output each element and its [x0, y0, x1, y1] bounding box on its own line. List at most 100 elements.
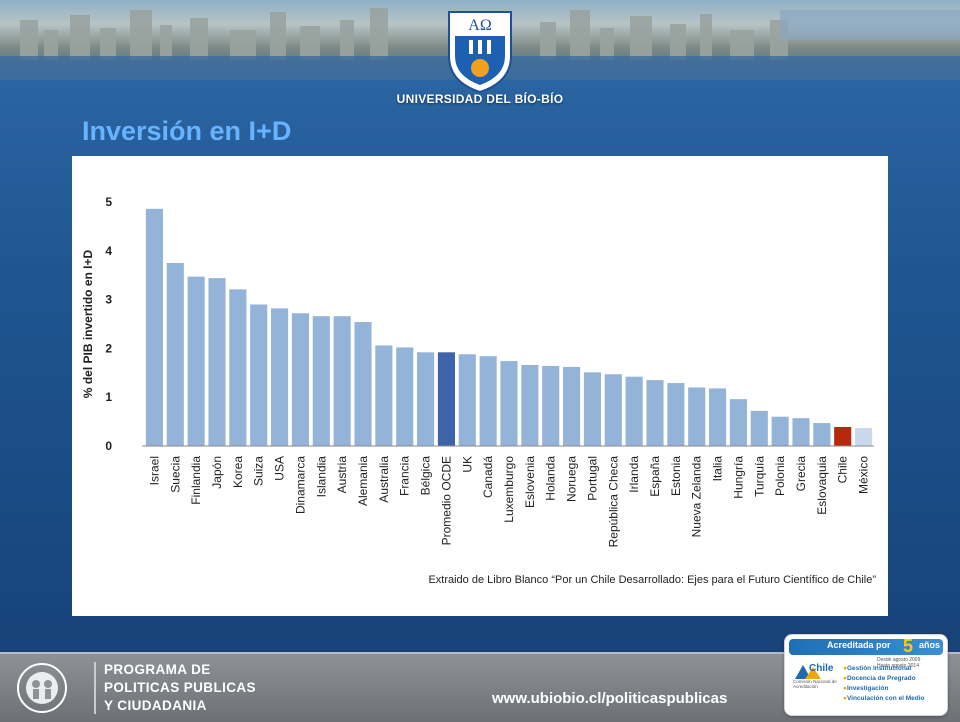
university-name: UNIVERSIDAD DEL BÍO-BÍO [396, 92, 564, 106]
logo-monogram: AΩ [468, 17, 492, 34]
slide-title: Inversión en I+D [82, 116, 292, 146]
program-name-line-3: Y CIUDADANIA [104, 698, 207, 713]
bar-uk [458, 354, 476, 446]
accreditation-header [789, 639, 943, 655]
x-tick-label: Austria [335, 456, 349, 494]
bar-japón [208, 278, 226, 446]
x-tick-label: UK [460, 456, 474, 473]
cna-brand: Chile [809, 663, 834, 674]
bar-turquía [750, 410, 768, 446]
bar-república-checa [604, 374, 622, 446]
bar-eslovenia [521, 364, 539, 446]
x-tick-label: Luxemburgo [502, 456, 516, 523]
city-skyline-image [0, 8, 960, 80]
bar-suecia [166, 263, 184, 446]
cna-subtitle: Comisión Nacional de Acreditación [793, 679, 837, 689]
y-axis-title: % del PIB invertido en I+D [81, 249, 95, 398]
accreditation-item-2: Docencia de Pregrado [843, 675, 916, 682]
bar-australia [375, 345, 393, 446]
bar-dinamarca [291, 313, 309, 446]
y-tick-label: 2 [105, 341, 112, 355]
bar-promedio-ocde [437, 352, 455, 446]
accreditation-badge: Acreditada por 5 años Desde agosto 2009 … [784, 634, 948, 716]
x-tick-label: Islandia [314, 456, 328, 498]
accreditation-item-1: Gestión Institucional [843, 665, 911, 672]
y-tick-label: 1 [105, 390, 112, 404]
bar-usa [271, 308, 289, 446]
bar-chile [834, 426, 852, 446]
program-seal-logo [17, 663, 67, 713]
x-tick-label: Irlanda [627, 456, 641, 493]
x-tick-label: Australia [377, 456, 391, 503]
accreditation-title: Acreditada por [827, 640, 891, 650]
x-tick-label: Israel [147, 456, 161, 485]
x-tick-label: Japón [210, 456, 224, 489]
bar-korea [229, 289, 247, 446]
x-tick-label: Bélgica [419, 456, 433, 496]
bar-portugal [583, 372, 601, 446]
x-tick-label: Promedio OCDE [439, 456, 453, 545]
footer-url-link[interactable]: www.ubiobio.cl/politicaspublicas [492, 690, 728, 707]
source-note: Extraido de Libro Blanco “Por un Chile D… [428, 574, 876, 586]
bar-irlanda [625, 376, 643, 446]
bar-polonia [771, 416, 789, 446]
x-tick-label: USA [273, 456, 287, 481]
footer-divider [94, 662, 96, 714]
x-tick-label: Nueva Zelanda [690, 456, 704, 538]
bar-españa [646, 380, 664, 446]
accreditation-item-3: Investigación [843, 685, 889, 692]
bar-estonia [667, 383, 685, 446]
bar-méxico [855, 427, 873, 446]
x-tick-label: Polonia [773, 456, 787, 496]
y-tick-label: 3 [105, 293, 112, 307]
bar-francia [396, 347, 414, 446]
footer: PROGRAMA DE POLITICAS PUBLICAS Y CIUDADA… [0, 634, 960, 722]
chart-panel: % del PIB invertido en I+D 0 1 2 3 4 5 Israel… [72, 156, 888, 616]
bar-grecia [792, 418, 810, 446]
bar-suiza [250, 304, 268, 446]
bar-israel [145, 208, 163, 446]
x-tick-label: Eslovenia [523, 456, 537, 508]
x-tick-label: Hungría [731, 456, 745, 499]
bar-italia [709, 388, 727, 446]
x-tick-label: Noruega [565, 456, 579, 502]
program-name-line-1: PROGRAMA DE [104, 662, 211, 677]
x-tick-label: Turquía [752, 456, 766, 497]
x-tick-label: Chile [836, 456, 850, 484]
x-tick-label: Canadá [481, 456, 495, 498]
x-tick-label: Suecia [168, 456, 182, 493]
x-tick-label: Dinamarca [293, 456, 307, 514]
x-tick-label: Holanda [544, 456, 558, 501]
x-tick-label: México [857, 456, 871, 494]
bar-noruega [563, 366, 581, 446]
x-tick-label: Eslovaquia [815, 456, 829, 515]
y-tick-label: 4 [105, 244, 112, 258]
accreditation-date-from: Desde agosto 2009 [877, 657, 921, 663]
bar-hungría [729, 399, 747, 446]
accreditation-years-unit: años [919, 640, 941, 650]
y-tick-label: 5 [105, 195, 112, 209]
x-tick-label: Suiza [252, 456, 266, 486]
x-tick-label: Korea [231, 456, 245, 488]
x-tick-label: España [648, 456, 662, 497]
bar-luxemburgo [500, 361, 518, 446]
bar-austria [333, 316, 351, 446]
x-tick-label: Grecia [794, 456, 808, 492]
x-tick-label: República Checa [606, 456, 620, 548]
x-tick-label: Italia [711, 456, 725, 482]
bar-nueva-zelanda [688, 387, 706, 446]
x-tick-label: Estonia [669, 456, 683, 496]
bar-eslovaquia [813, 423, 831, 446]
bar-alemania [354, 322, 372, 446]
cna-logo-mark [795, 665, 821, 679]
bar-finlandia [187, 276, 205, 446]
bar-canadá [479, 356, 497, 446]
x-tick-label: Portugal [585, 456, 599, 501]
x-tick-label: Francia [398, 456, 412, 496]
accreditation-years: 5 [903, 636, 914, 656]
x-tick-label: Alemania [356, 456, 370, 506]
bar-chart: % del PIB invertido en I+D 0 1 2 3 4 5 Israel… [81, 195, 876, 586]
bar-holanda [542, 365, 560, 446]
bar-islandia [312, 316, 330, 446]
university-shield-logo: AΩ [448, 11, 512, 94]
